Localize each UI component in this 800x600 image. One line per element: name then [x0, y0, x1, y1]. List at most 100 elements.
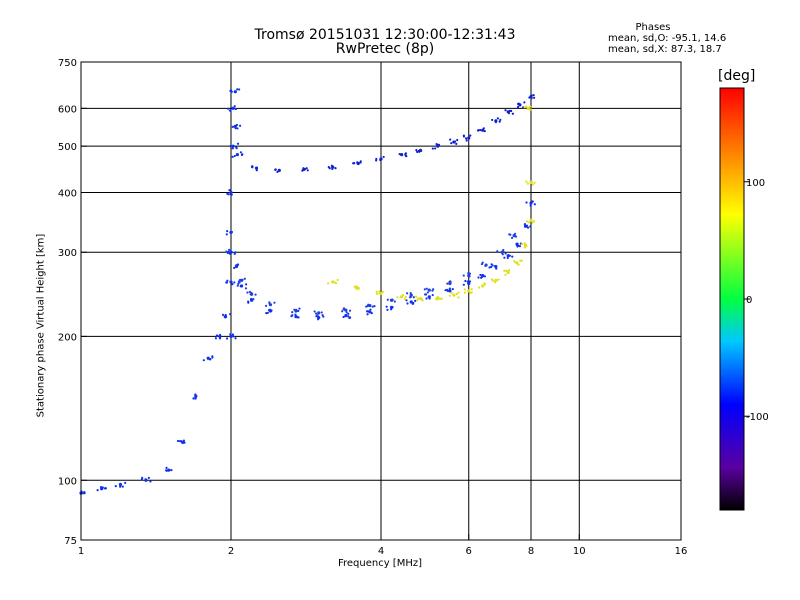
data-point: [231, 144, 235, 148]
data-point: [255, 169, 258, 172]
data-point: [412, 296, 415, 299]
y-tick-label: 600: [58, 104, 77, 115]
data-point: [194, 397, 197, 400]
data-point: [214, 337, 218, 340]
x-tick-label: 4: [378, 546, 384, 557]
data-point: [431, 289, 434, 292]
data-point: [225, 337, 229, 340]
data-point: [521, 242, 524, 245]
data-point: [336, 278, 339, 282]
data-point: [229, 313, 232, 316]
data-point: [514, 261, 517, 264]
data-point: [233, 251, 236, 254]
data-point: [511, 112, 514, 115]
data-point: [526, 226, 530, 229]
data-point: [504, 273, 507, 276]
data-point: [488, 266, 491, 269]
data-point: [234, 107, 237, 111]
stats-o-mode: mean, sd,O: -95.1, 14.6: [608, 33, 727, 44]
data-point: [290, 315, 293, 318]
chart-title: Tromsø 20151031 12:30:00-12:31:43: [254, 27, 516, 43]
data-point: [229, 333, 232, 336]
data-point: [496, 250, 499, 253]
data-point: [516, 105, 520, 109]
data-point: [530, 97, 533, 100]
data-point: [381, 290, 384, 293]
data-point: [409, 300, 413, 304]
axis-ticks: 1 2 4 6 8 10 16 75 100 200 300 400 500 600 750: [58, 58, 687, 557]
data-point: [246, 291, 249, 294]
data-point: [227, 193, 230, 196]
data-point: [393, 300, 396, 303]
data-point: [416, 150, 419, 153]
data-point: [230, 230, 233, 234]
data-point: [345, 311, 348, 314]
data-point: [236, 142, 240, 145]
data-point: [423, 288, 426, 291]
data-point: [483, 282, 486, 285]
data-point: [236, 127, 239, 130]
data-point: [491, 264, 494, 267]
data-point: [506, 256, 509, 260]
data-point: [467, 136, 471, 140]
data-point: [268, 301, 271, 304]
data-point: [456, 138, 459, 142]
data-point: [238, 124, 242, 127]
data-point: [140, 478, 144, 481]
data-point: [121, 485, 124, 488]
data-point: [511, 236, 514, 239]
data-point: [182, 439, 186, 442]
data-point: [344, 314, 348, 318]
data-point: [243, 277, 246, 280]
data-point: [245, 283, 248, 286]
data-point: [519, 259, 522, 262]
data-point: [215, 334, 218, 337]
data-point: [114, 485, 117, 488]
data-point: [517, 244, 520, 247]
data-point: [291, 311, 294, 314]
data-point: [348, 316, 352, 319]
data-point: [296, 316, 299, 319]
data-point: [511, 255, 514, 258]
data-point: [264, 304, 268, 307]
data-point: [409, 295, 412, 299]
data-point: [366, 313, 369, 316]
data-point: [411, 302, 414, 305]
data-point: [400, 153, 404, 157]
chart-subtitle: RwPretec (8p): [335, 41, 435, 57]
data-point: [495, 279, 498, 282]
data-point: [409, 291, 412, 295]
data-point: [421, 299, 424, 302]
data-point: [149, 480, 152, 483]
data-point: [375, 292, 379, 295]
data-point: [463, 288, 466, 291]
data-point: [234, 127, 237, 130]
data-point: [491, 118, 494, 122]
data-point: [463, 291, 467, 294]
data-point: [382, 155, 385, 159]
data-point: [470, 287, 473, 291]
data-point: [462, 134, 465, 137]
data-point: [124, 481, 127, 484]
data-point: [404, 153, 407, 156]
data-point: [507, 112, 511, 115]
x-axis-label: Frequency [MHz]: [337, 558, 423, 569]
data-point: [192, 397, 195, 400]
y-tick-label: 100: [58, 476, 77, 487]
data-point: [221, 313, 225, 316]
data-point: [527, 221, 530, 224]
data-point: [208, 358, 212, 361]
data-point: [229, 280, 233, 284]
data-point: [233, 90, 237, 94]
data-point: [501, 253, 504, 256]
y-tick-label: 300: [58, 248, 77, 259]
x-tick-label: 8: [528, 546, 534, 557]
data-point: [170, 469, 173, 472]
data-point: [236, 284, 239, 287]
data-point: [398, 152, 401, 156]
data-point: [218, 337, 222, 340]
data-point: [462, 283, 465, 286]
data-point: [274, 168, 277, 172]
data-point: [165, 466, 168, 469]
